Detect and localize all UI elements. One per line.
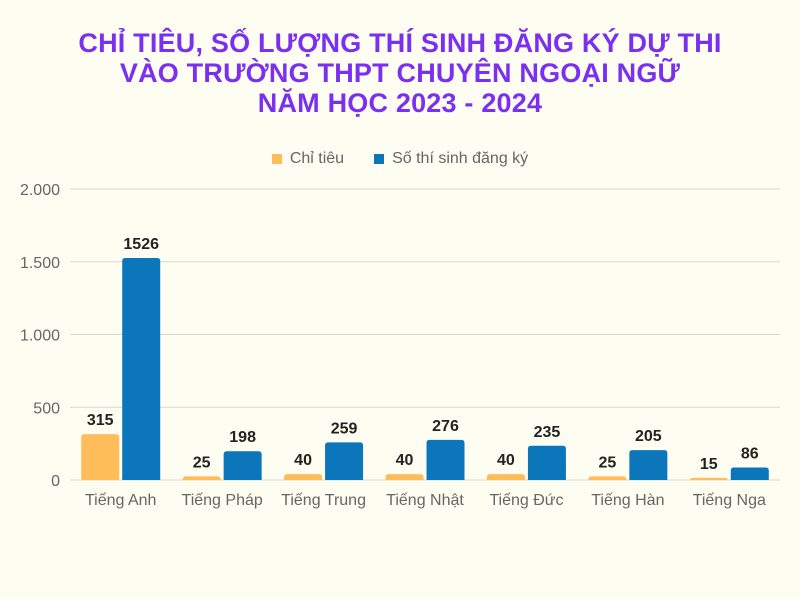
x-category-label: Tiếng Hàn — [591, 492, 664, 509]
bar — [689, 477, 728, 481]
chart-title: CHỈ TIÊU, SỐ LƯỢNG THÍ SINH ĐĂNG KÝ DỰ T… — [0, 28, 800, 118]
legend-item-so-thi-sinh[interactable]: Số thí sinh đăng ký — [374, 150, 528, 168]
data-label: 40 — [294, 452, 312, 469]
x-category-label: Tiếng Pháp — [182, 492, 263, 509]
chart-title-line-3: NĂM HỌC 2023 - 2024 — [257, 88, 543, 118]
y-tick-label: 2.000 — [20, 182, 60, 199]
y-tick-label: 500 — [33, 400, 60, 417]
data-label: 25 — [598, 454, 616, 471]
legend-label-so-thi-sinh: Số thí sinh đăng ký — [392, 150, 529, 167]
chart-title-line-1: CHỈ TIÊU, SỐ LƯỢNG THÍ SINH ĐĂNG KÝ DỰ T… — [78, 28, 722, 58]
bar — [81, 434, 120, 480]
legend-label-chi-tieu: Chỉ tiêu — [289, 150, 345, 167]
data-label: 259 — [331, 420, 358, 437]
data-label: 15 — [700, 456, 718, 473]
x-category-label: Tiếng Anh — [85, 492, 156, 509]
bar — [730, 467, 769, 480]
bar — [629, 450, 668, 480]
data-label: 40 — [497, 452, 515, 469]
y-tick-label: 0 — [51, 473, 60, 490]
bar — [527, 445, 566, 480]
data-label: 235 — [534, 424, 561, 441]
bar — [223, 451, 262, 480]
legend-swatch-so-thi-sinh — [374, 154, 385, 164]
data-label: 315 — [87, 412, 114, 429]
data-label: 40 — [396, 452, 414, 469]
bar — [426, 439, 465, 480]
bar — [385, 474, 424, 480]
legend-item-chi-tieu[interactable]: Chỉ tiêu — [271, 150, 345, 168]
bar — [284, 474, 323, 480]
x-category-label: Tiếng Đức — [489, 492, 563, 509]
x-category-label: Tiếng Nga — [693, 492, 766, 509]
data-label: 1526 — [123, 236, 159, 253]
chart-title-line-2: VÀO TRƯỜNG THPT CHUYÊN NGOẠI NGỮ — [119, 58, 681, 88]
y-tick-label: 1.500 — [20, 255, 60, 272]
legend-swatch-chi-tieu — [271, 154, 282, 164]
x-category-label: Tiếng Nhật — [386, 492, 464, 509]
bar — [325, 442, 364, 480]
bar — [486, 474, 525, 480]
x-category-label: Tiếng Trung — [281, 492, 366, 509]
data-label: 25 — [193, 454, 211, 471]
data-label: 86 — [741, 445, 759, 462]
bar — [588, 476, 627, 480]
bar — [122, 257, 161, 480]
chart-legend: Chỉ tiêu Số thí sinh đăng ký — [0, 150, 800, 168]
y-tick-label: 1.000 — [20, 328, 60, 345]
data-label: 205 — [635, 428, 662, 445]
bar — [182, 476, 221, 480]
data-label: 198 — [229, 429, 256, 446]
data-label: 276 — [432, 418, 459, 435]
